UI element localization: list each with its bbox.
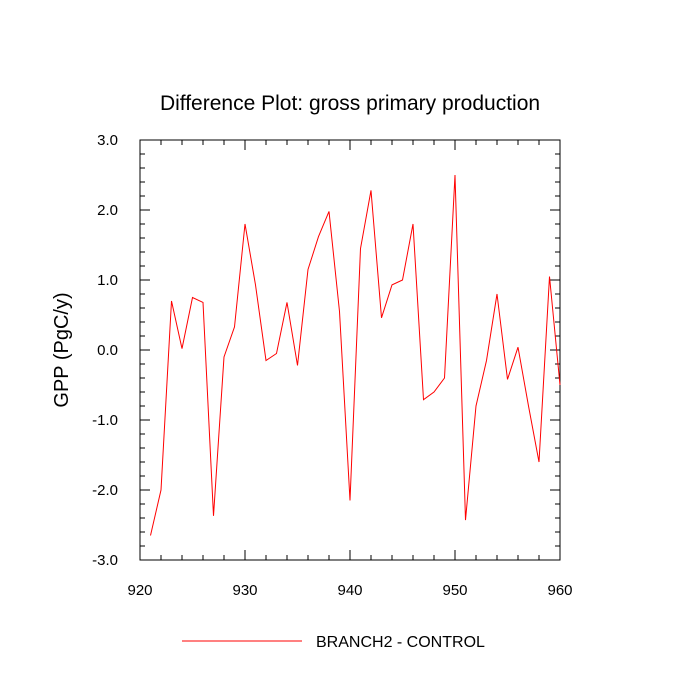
- y-axis: 3.0 2.0 1.0 0.0 -1.0 -2.0 -3.0: [92, 132, 560, 569]
- x-tick-label: 940: [337, 582, 362, 599]
- y-tick-label: 0.0: [97, 342, 118, 359]
- y-tick-label: 3.0: [97, 132, 118, 149]
- legend-label: BRANCH2 - CONTROL: [316, 634, 485, 651]
- x-tick-label: 930: [232, 582, 257, 599]
- x-axis: 920 930 940 950 960: [127, 140, 573, 599]
- y-tick-label: -2.0: [92, 482, 118, 499]
- series-layer: [150, 174, 561, 536]
- chart-title: Difference Plot: gross primary productio…: [160, 92, 540, 115]
- y-axis-label: GPP (PgC/y): [51, 292, 73, 407]
- x-tick-label: 920: [127, 582, 152, 599]
- y-tick-label: -3.0: [92, 552, 118, 569]
- x-tick-label: 960: [547, 582, 572, 599]
- y-tick-label: 2.0: [97, 202, 118, 219]
- y-tick-label: -1.0: [92, 412, 118, 429]
- legend: BRANCH2 - CONTROL: [182, 634, 485, 651]
- y-tick-label: 1.0: [97, 272, 118, 289]
- series-line: [150, 174, 561, 536]
- x-tick-label: 950: [442, 582, 467, 599]
